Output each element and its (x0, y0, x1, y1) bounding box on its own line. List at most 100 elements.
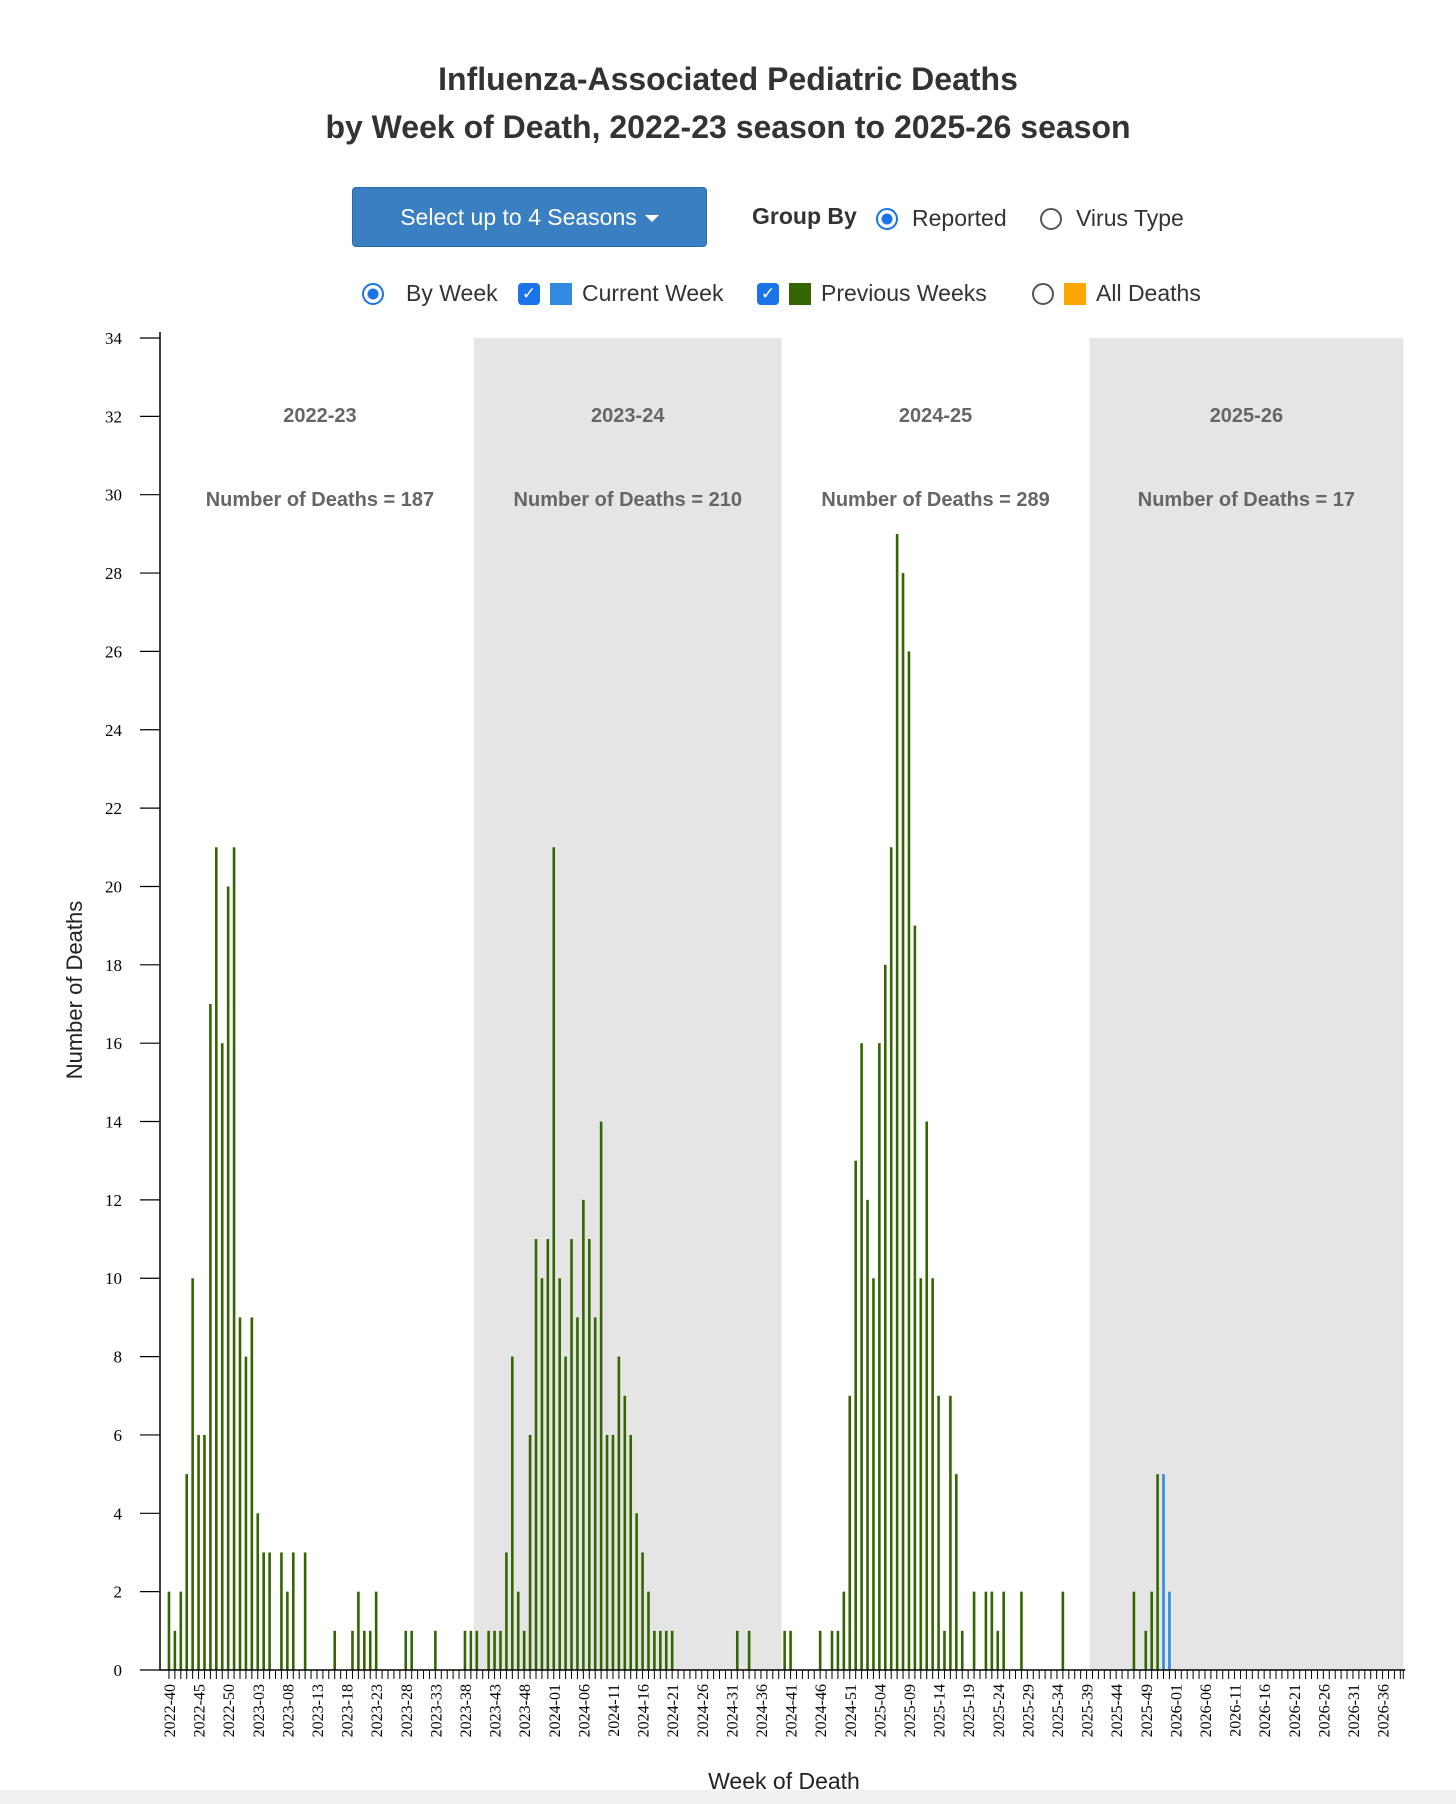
bar-week[interactable] (303, 1552, 307, 1670)
bar-week[interactable] (587, 1239, 591, 1670)
bar-week[interactable] (404, 1630, 408, 1670)
bar-week[interactable] (960, 1630, 964, 1670)
bar-week[interactable] (1150, 1591, 1153, 1670)
bar-week[interactable] (830, 1630, 834, 1670)
bar-week[interactable] (505, 1552, 508, 1670)
bar-week[interactable] (990, 1591, 994, 1670)
bar-week[interactable] (546, 1239, 550, 1670)
bar-week[interactable] (818, 1630, 822, 1670)
bar-week[interactable] (925, 1121, 929, 1670)
bar-week[interactable] (185, 1474, 189, 1670)
bar-week[interactable] (540, 1278, 544, 1670)
virus-type-option[interactable]: Virus Type (1040, 205, 1184, 232)
bar-week[interactable] (854, 1160, 857, 1670)
bar-week[interactable] (747, 1630, 751, 1670)
bar-week[interactable] (635, 1513, 638, 1670)
current-week-option[interactable]: ✓ Current Week (518, 280, 723, 307)
by-week-radio[interactable] (362, 282, 384, 305)
bar-week[interactable] (516, 1591, 520, 1670)
bar-week[interactable] (972, 1591, 976, 1670)
bar-week[interactable] (866, 1199, 869, 1670)
bar-week[interactable] (220, 1043, 224, 1670)
previous-weeks-checkbox[interactable]: ✓ (757, 282, 779, 305)
bar-week[interactable] (842, 1591, 846, 1670)
bar-week[interactable] (895, 533, 899, 1670)
bar-week[interactable] (291, 1552, 295, 1670)
bar-week[interactable] (232, 847, 236, 1670)
bar-week[interactable] (1144, 1630, 1148, 1670)
bar-week[interactable] (215, 847, 218, 1670)
bar-week[interactable] (943, 1630, 946, 1670)
bar-week[interactable] (883, 964, 887, 1670)
bar-week[interactable] (469, 1630, 473, 1670)
bar-week[interactable] (203, 1434, 206, 1670)
bar-week[interactable] (434, 1630, 437, 1670)
bar-week[interactable] (197, 1434, 200, 1670)
bar-week[interactable] (931, 1278, 934, 1670)
bar-week[interactable] (1156, 1474, 1159, 1670)
bar-week[interactable] (262, 1552, 265, 1670)
bar-week[interactable] (564, 1356, 567, 1670)
bar-week[interactable] (256, 1513, 260, 1670)
bar-week[interactable] (913, 925, 917, 1670)
bar-week[interactable] (463, 1630, 467, 1670)
current-week-checkbox[interactable]: ✓ (518, 282, 540, 305)
bar-week[interactable] (582, 1199, 585, 1670)
bar-week[interactable] (238, 1317, 242, 1670)
bar-week[interactable] (558, 1278, 561, 1670)
bar-week[interactable] (735, 1630, 739, 1670)
bar-week[interactable] (670, 1630, 674, 1670)
bar-week[interactable] (949, 1395, 952, 1670)
bar-week[interactable] (901, 573, 905, 1670)
bar-week[interactable] (641, 1552, 644, 1670)
bar-week[interactable] (191, 1278, 194, 1670)
bar-week[interactable] (629, 1434, 633, 1670)
bar-week[interactable] (789, 1630, 792, 1670)
by-week-option[interactable]: By Week (362, 280, 498, 307)
bar-week[interactable] (368, 1630, 372, 1670)
bar-week[interactable] (280, 1552, 283, 1670)
reported-radio[interactable] (876, 207, 898, 230)
bar-week[interactable] (167, 1591, 171, 1670)
bar-week[interactable] (250, 1317, 254, 1670)
bar-week[interactable] (599, 1121, 603, 1670)
bar-week[interactable] (351, 1630, 354, 1670)
bar-week[interactable] (487, 1630, 490, 1670)
bar-week[interactable] (996, 1630, 1000, 1670)
bar-week[interactable] (1020, 1591, 1023, 1670)
bar-week[interactable] (664, 1630, 668, 1670)
bar-week[interactable] (499, 1630, 502, 1670)
bar-week[interactable] (226, 886, 230, 1670)
bar-week[interactable] (244, 1356, 248, 1670)
bar-week[interactable] (576, 1317, 579, 1670)
bar-week[interactable] (653, 1630, 656, 1670)
bar-current-week[interactable] (1162, 1474, 1165, 1670)
bar-week[interactable] (493, 1630, 496, 1670)
bar-week[interactable] (605, 1434, 609, 1670)
select-seasons-button[interactable]: Select up to 4 Seasons (352, 187, 707, 247)
bar-week[interactable] (333, 1630, 337, 1670)
bar-week[interactable] (286, 1591, 289, 1670)
bar-week[interactable] (783, 1630, 786, 1670)
bar-week[interactable] (593, 1317, 597, 1670)
bar-week[interactable] (570, 1239, 573, 1670)
bar-week[interactable] (511, 1356, 514, 1670)
bar-week[interactable] (522, 1630, 526, 1670)
bar-week[interactable] (860, 1043, 863, 1670)
bar-week[interactable] (872, 1278, 875, 1670)
bar-week[interactable] (623, 1395, 627, 1670)
bar-week[interactable] (1168, 1591, 1171, 1670)
bar-week[interactable] (552, 847, 556, 1670)
bar-week[interactable] (919, 1278, 923, 1670)
all-deaths-option[interactable]: All Deaths (1032, 280, 1201, 307)
bar-week[interactable] (848, 1395, 852, 1670)
bar-week[interactable] (617, 1356, 621, 1670)
bar-week[interactable] (647, 1591, 650, 1670)
bar-week[interactable] (659, 1630, 662, 1670)
bar-week[interactable] (209, 1004, 212, 1670)
bar-week[interactable] (357, 1591, 360, 1670)
bar-week[interactable] (173, 1630, 177, 1670)
bar-week[interactable] (1132, 1591, 1136, 1670)
bar-week[interactable] (1002, 1591, 1005, 1670)
reported-option[interactable]: Reported (876, 205, 1007, 232)
